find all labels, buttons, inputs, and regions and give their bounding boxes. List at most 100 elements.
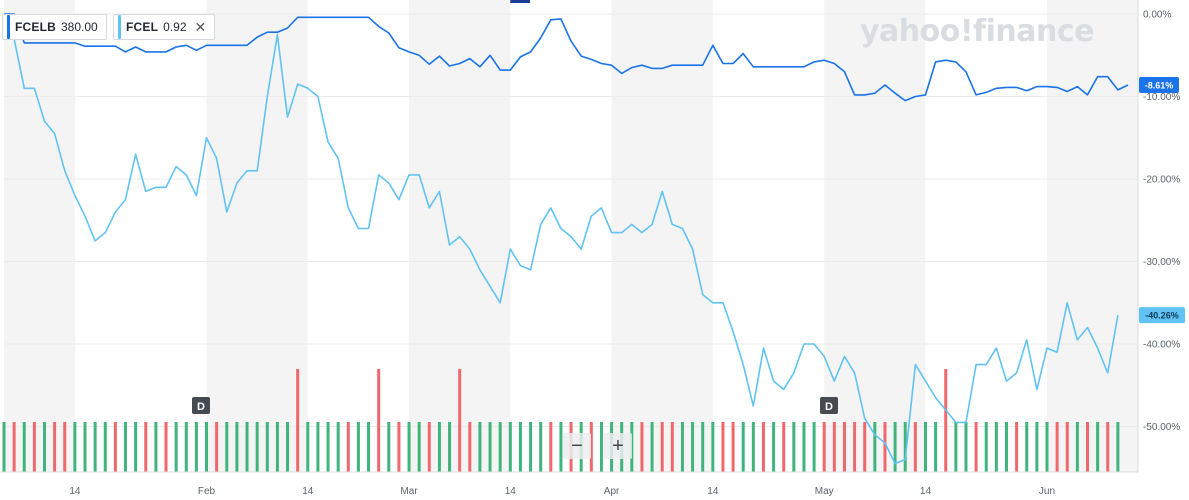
zoom-in-button[interactable]: + <box>604 433 632 459</box>
volume-bar <box>539 422 543 472</box>
month-band <box>1046 0 1138 472</box>
volume-bar <box>1085 422 1089 472</box>
y-tick-label: -10.00% <box>1143 92 1180 103</box>
volume-bar <box>741 422 745 472</box>
x-tick-label: Feb <box>198 486 216 497</box>
volume-bar <box>650 422 654 472</box>
volume-bar <box>22 422 26 472</box>
x-tick-label: Apr <box>604 486 620 497</box>
volume-bar <box>478 422 482 472</box>
volume-bar <box>1116 422 1120 472</box>
yahoo-finance-watermark: yahoo!finance <box>860 14 1094 49</box>
x-tick-label: 14 <box>920 486 932 497</box>
volume-bar <box>883 422 887 472</box>
volume-bar <box>488 422 492 472</box>
volume-bar <box>812 422 816 472</box>
volume-bar <box>691 422 695 472</box>
month-band <box>611 0 713 472</box>
range-indicator <box>502 0 530 3</box>
volume-bar <box>1004 422 1008 472</box>
volume-bar <box>134 422 138 472</box>
volume-bar <box>964 422 968 472</box>
x-tick-label: 14 <box>302 486 314 497</box>
volume-bar <box>417 422 421 472</box>
x-tick-label: Mar <box>400 486 418 497</box>
x-tick-label: May <box>815 486 834 497</box>
x-tick-label: Jun <box>1039 486 1055 497</box>
month-band <box>4 0 75 472</box>
volume-bar <box>1025 422 1029 472</box>
volume-bar <box>53 422 57 472</box>
volume-bar <box>772 422 776 472</box>
dividend-marker <box>820 397 838 414</box>
x-tick-label: 14 <box>505 486 517 497</box>
volume-bar <box>701 422 705 472</box>
volume-bar <box>680 422 684 472</box>
series-line-fcelb <box>4 13 1129 102</box>
volume-bar <box>235 422 239 472</box>
last-value-tag-label: -8.61% <box>1145 81 1174 91</box>
zoom-out-button[interactable]: − <box>563 433 591 459</box>
volume-bar <box>721 422 725 472</box>
volume-bar <box>903 422 907 472</box>
volume-bar <box>893 422 897 472</box>
volume-bar <box>1106 422 1110 472</box>
volume-bar <box>205 422 209 472</box>
legend-chip-fcel[interactable]: FCEL 0.92 ✕ <box>113 14 216 40</box>
volume-bar <box>306 422 310 472</box>
volume-bar <box>174 422 178 472</box>
volume-bar <box>802 422 806 472</box>
dividend-marker <box>192 397 210 414</box>
volume-bar <box>559 422 563 472</box>
volume-bar <box>782 422 786 472</box>
legend-symbol: FCELB <box>15 20 56 34</box>
volume-bar <box>458 369 462 472</box>
volume-bar <box>103 422 107 472</box>
volume-bar <box>711 422 715 472</box>
dividend-marker-label: D <box>825 401 833 413</box>
price-lines <box>3 13 1129 465</box>
volume-bar <box>245 422 249 472</box>
volume-bar <box>225 422 229 472</box>
volume-bar <box>63 422 67 472</box>
volume-bar <box>377 369 381 472</box>
volume-bar <box>751 422 755 472</box>
last-value-tags: -8.61% -40.26% <box>1139 77 1185 324</box>
volume-bar <box>984 422 988 472</box>
volume-bar <box>316 422 320 472</box>
volume-bar <box>1045 422 1049 472</box>
volume-bar <box>994 422 998 472</box>
volume-bar <box>1035 422 1039 472</box>
volume-bar <box>275 422 279 472</box>
legend-value: 380.00 <box>61 20 98 34</box>
month-band <box>824 0 926 472</box>
y-tick-label: 0.00% <box>1143 10 1171 21</box>
dividend-marker-label: D <box>197 401 205 413</box>
volume-bar <box>296 369 300 472</box>
volume-bar <box>1015 422 1019 472</box>
volume-bar <box>832 422 836 472</box>
volume-bar <box>154 422 158 472</box>
legend-chip-fcelb[interactable]: FCELB 380.00 <box>2 14 107 40</box>
volume-bar <box>1075 422 1079 472</box>
volume-bar <box>1055 422 1059 472</box>
volume-bar <box>73 422 77 472</box>
close-icon[interactable]: ✕ <box>194 18 207 35</box>
volume-bar <box>529 422 533 472</box>
volume-bar <box>934 422 938 472</box>
volume-bar <box>822 422 826 472</box>
volume-bar <box>518 422 522 472</box>
last-value-tag-label: -40.26% <box>1145 311 1179 321</box>
volume-bar <box>923 422 927 472</box>
volume-bar <box>286 422 290 472</box>
volume-bar <box>124 422 128 472</box>
y-tick-label: -40.00% <box>1143 340 1180 351</box>
volume-bar <box>640 422 644 472</box>
volume-bar <box>842 422 846 472</box>
volume-bar <box>853 422 857 472</box>
volume-bar <box>184 422 188 472</box>
volume-bar <box>599 422 603 472</box>
volume-bar <box>670 422 674 472</box>
y-tick-label: -50.00% <box>1143 422 1180 433</box>
